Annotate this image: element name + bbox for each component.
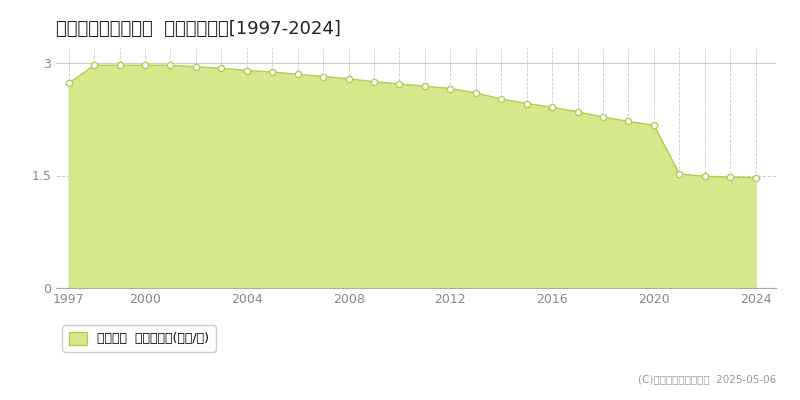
Legend: 基準地価  平均嵪単価(万円/嵪): 基準地価 平均嵪単価(万円/嵪) — [62, 326, 215, 352]
Text: 球磨郡球磨村一勝地  基準地価推移[1997-2024]: 球磨郡球磨村一勝地 基準地価推移[1997-2024] — [56, 20, 341, 38]
Text: (C)土地価格ドットコム  2025-05-06: (C)土地価格ドットコム 2025-05-06 — [638, 374, 776, 384]
